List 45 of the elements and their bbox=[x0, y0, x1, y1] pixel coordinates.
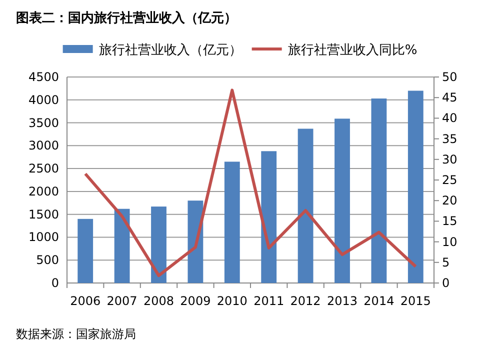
x-tick-label: 2009 bbox=[180, 294, 211, 308]
y-tick-label: 500 bbox=[36, 253, 59, 268]
line-series bbox=[84, 88, 418, 278]
y-tick-label: 3500 bbox=[28, 116, 59, 130]
x-tick-label: 2007 bbox=[106, 294, 138, 308]
legend-label: 旅行社营业收入（亿元） bbox=[98, 43, 242, 58]
bar bbox=[298, 128, 314, 283]
x-tick-label: 2013 bbox=[326, 294, 358, 308]
y2-tick-label: 25 bbox=[442, 173, 458, 187]
y2-tick-label: 35 bbox=[442, 132, 458, 146]
bar bbox=[261, 151, 277, 283]
y2-tick-label: 5 bbox=[442, 255, 450, 270]
legend-label: 旅行社营业收入同比% bbox=[288, 43, 418, 58]
bar bbox=[151, 206, 166, 283]
x-tick-label: 2014 bbox=[364, 294, 394, 308]
x-tick-label: 2015 bbox=[400, 294, 431, 308]
bar bbox=[408, 90, 424, 283]
y2-tick-label: 10 bbox=[442, 234, 458, 249]
y2-tick-label: 50 bbox=[442, 70, 458, 84]
x-tick-label: 2012 bbox=[290, 294, 321, 308]
x-tick-label: 2010 bbox=[216, 294, 248, 308]
bar bbox=[334, 118, 350, 283]
y-tick-label: 4000 bbox=[28, 92, 59, 107]
bar bbox=[114, 208, 130, 283]
bar bbox=[371, 98, 387, 283]
y-tick-label: 4500 bbox=[28, 70, 59, 84]
y2-tick-label: 20 bbox=[442, 194, 458, 208]
y-tick-label: 3000 bbox=[28, 138, 59, 153]
chart-title: 图表二：国内旅行社营业收入（亿元） bbox=[16, 10, 237, 26]
y2-tick-label: 30 bbox=[442, 152, 458, 166]
bar bbox=[78, 218, 94, 283]
y2-tick-label: 45 bbox=[442, 90, 458, 105]
x-tick-label: 2008 bbox=[143, 294, 174, 308]
x-tick-label: 2006 bbox=[70, 294, 101, 308]
y-tick-label: 0 bbox=[51, 276, 59, 290]
y2-tick-label: 15 bbox=[442, 214, 458, 228]
bar bbox=[224, 162, 240, 283]
y-tick-label: 1500 bbox=[28, 207, 59, 222]
y2-tick-label: 40 bbox=[442, 111, 458, 126]
y-tick-label: 2500 bbox=[28, 162, 59, 176]
y2-tick-label: 0 bbox=[442, 276, 450, 290]
y-tick-label: 1000 bbox=[28, 230, 59, 244]
y-tick-label: 2000 bbox=[28, 184, 59, 198]
source-note: 数据来源：国家旅游局 bbox=[16, 327, 136, 341]
x-tick-label: 2011 bbox=[254, 294, 284, 308]
